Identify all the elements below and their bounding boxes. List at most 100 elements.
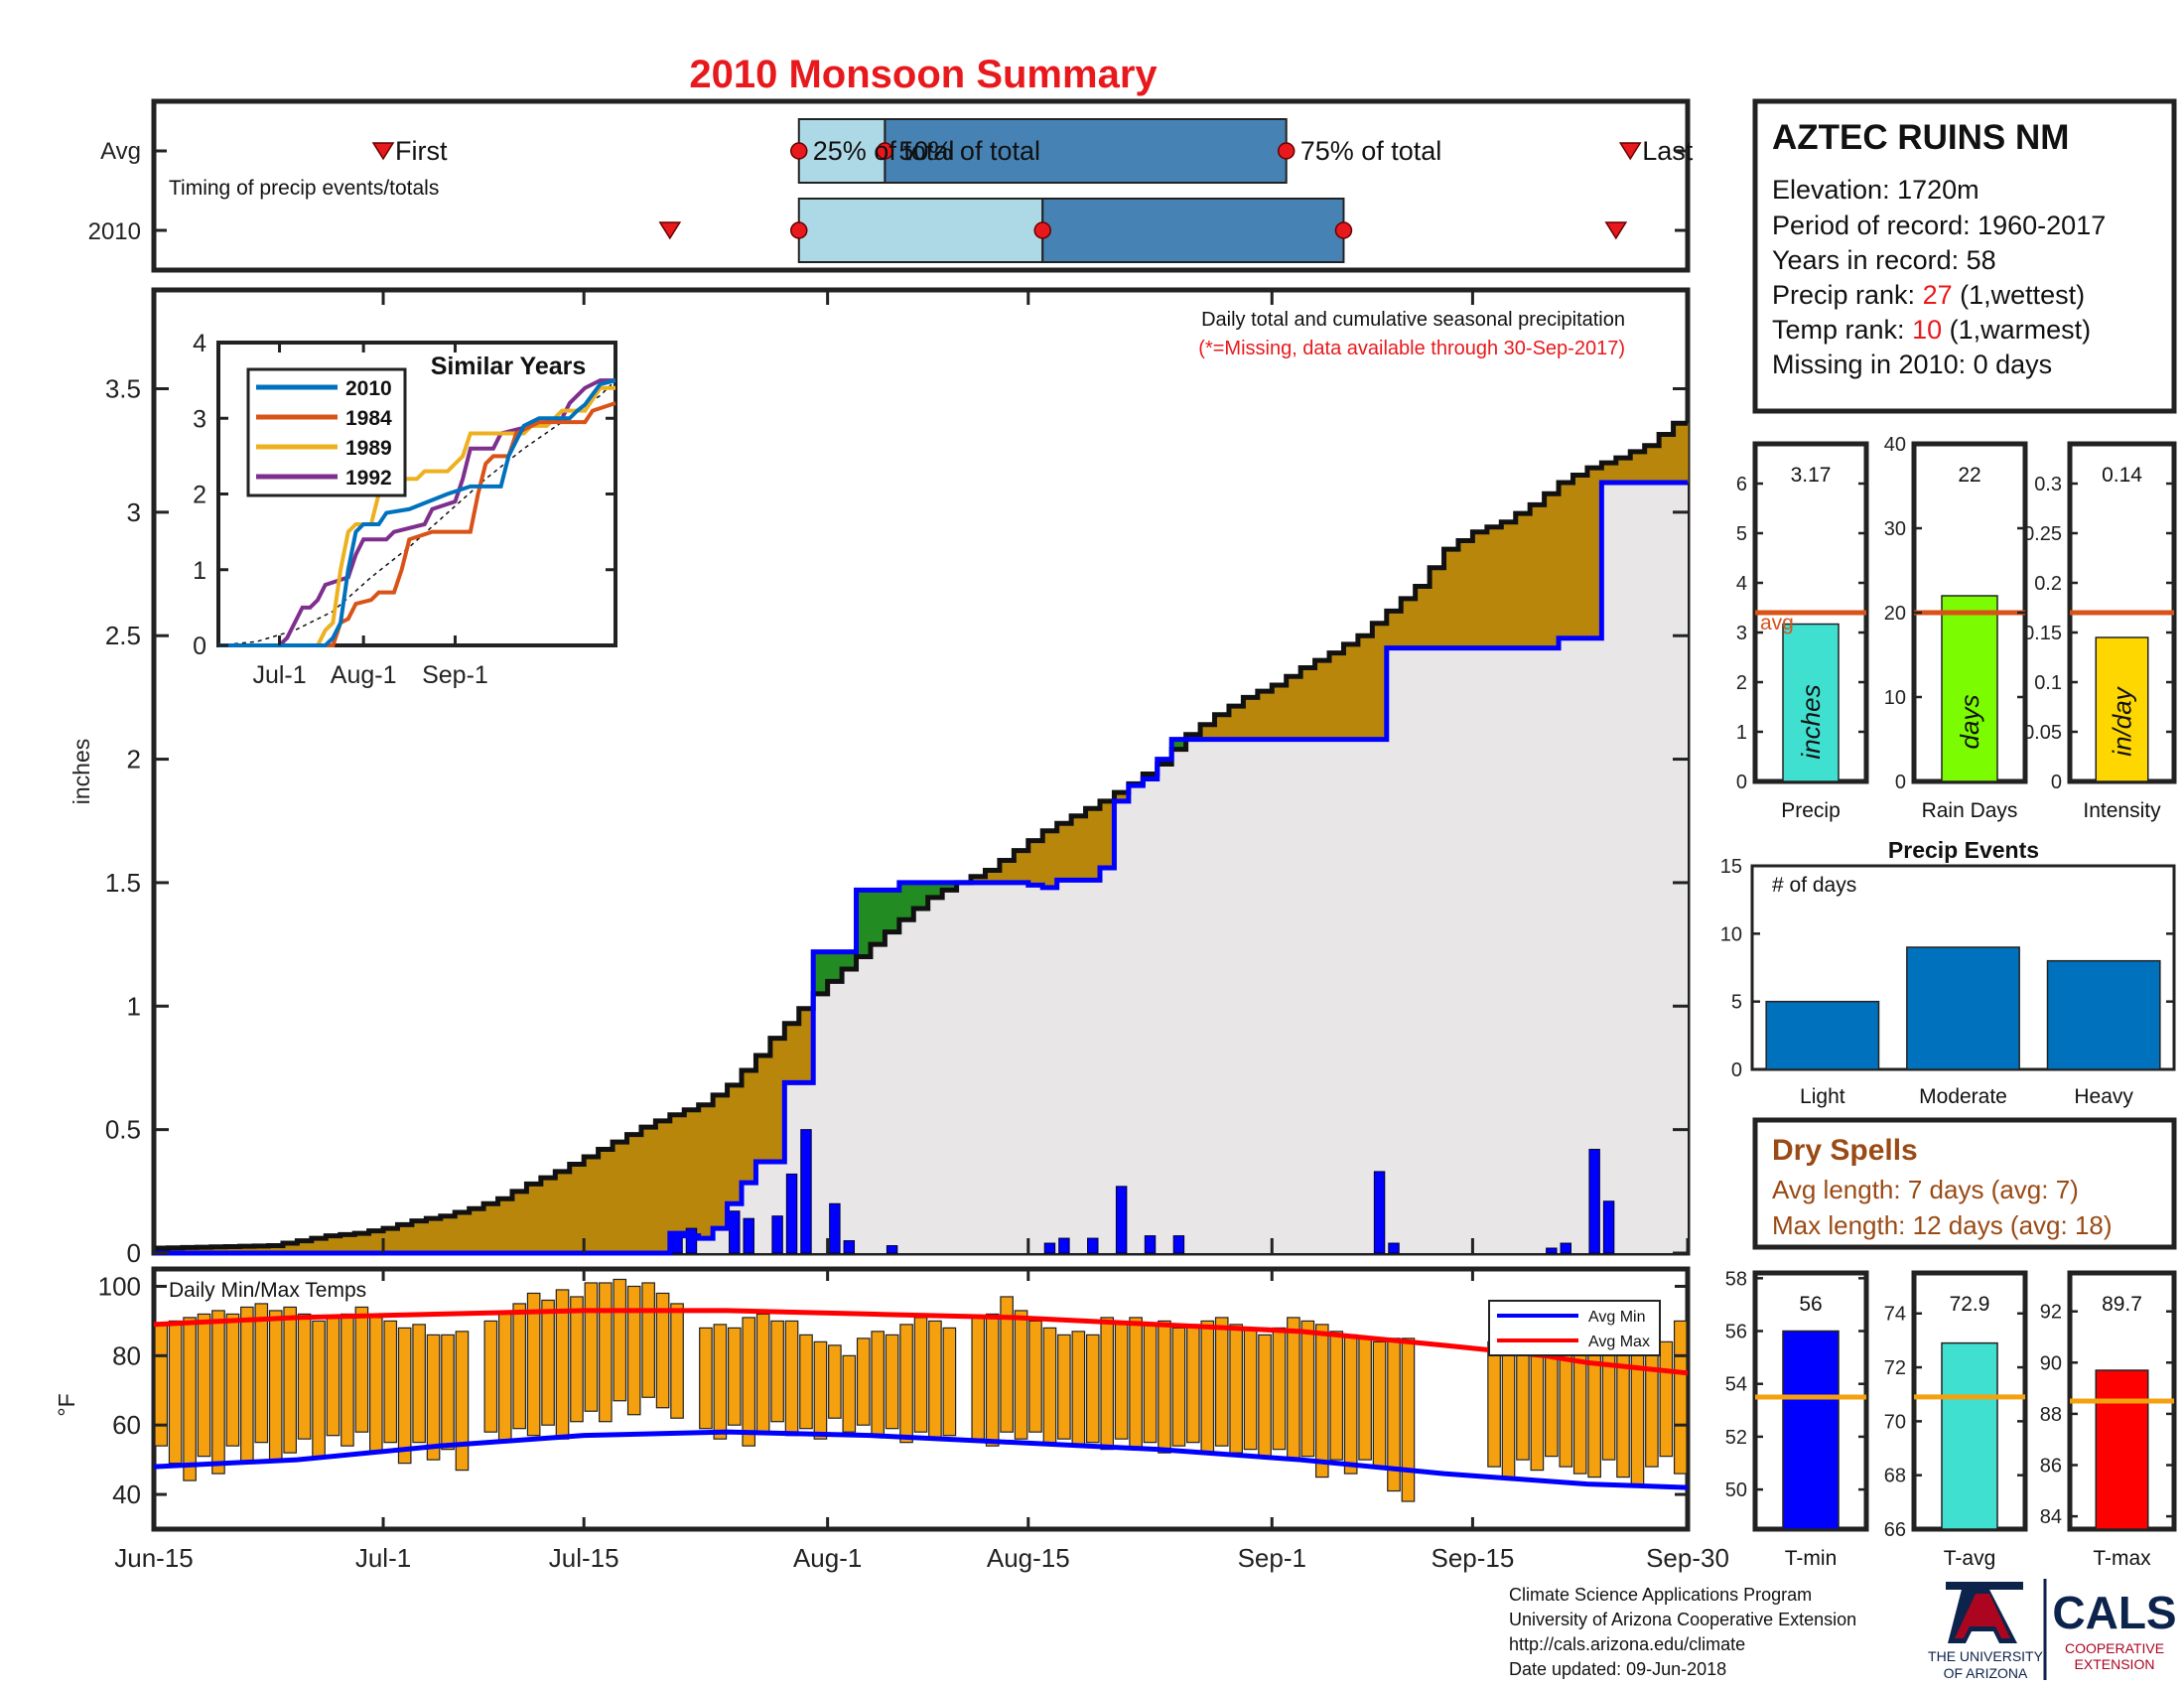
below-normal-fill [326,1235,341,1253]
xtick-label: Sep-30 [1646,1543,1729,1573]
mini-ytick-label-mini_precip: 3 [1736,623,1747,644]
similar-years-inset: 0 1 2 3 4 Jul-1 Aug-1 Sep-1 Similar Years 2010 1… [193,330,617,689]
below-normal-fill [1114,792,1130,801]
below-normal-fill [784,1023,800,1083]
daily-temp-bar [899,1324,913,1444]
inset-legend-label-1984: 1984 [345,407,392,430]
below-normal-fill [1515,513,1531,648]
mini-ytick-label-mini_precip: 1 [1736,722,1747,744]
below-normal-fill [1415,586,1431,648]
below-normal-fill [483,1203,499,1253]
station-missing: Missing in 2010: 0 days [1772,350,2052,379]
inset-ytick-label: 1 [193,557,206,585]
below-normal-fill [282,1243,298,1253]
daily-temp-bar [699,1327,713,1430]
precip-events-panel: Precip Events # of days Light Moderate Hea… [1720,837,2176,1108]
below-normal-fill [1042,830,1058,888]
event-label-moderate: Moderate [1919,1085,2007,1108]
below-normal-fill [1430,567,1445,648]
daily-temp-bar [913,1317,928,1433]
inset-ytick-label: 2 [193,482,206,509]
below-normal-fill [340,1234,355,1253]
inset-legend: 2010 1984 1989 1992 [246,367,407,497]
station-info: AZTEC RUINS NM Elevation: 1720m Period o… [1752,98,2177,414]
footer: Climate Science Applications Program Uni… [1509,1585,1856,1679]
below-normal-fill [1615,458,1631,483]
mini-panel-mini_days: 22 0 10 20 30 40 days Rain Days [1884,434,2028,822]
daily-temp-bar [727,1327,742,1426]
daily-precip-bar [1172,1235,1185,1254]
above-normal-fill [885,890,900,932]
daily-precip-bar [1588,1149,1600,1254]
daily-precip-bar [1560,1242,1571,1254]
timing-marker-first-avg [371,142,395,161]
daily-precip-bar [1144,1235,1157,1254]
below-normal-fill [254,1245,270,1253]
daily-temp-bar [985,1313,1000,1447]
daily-temp-bar [341,1313,354,1447]
daily-temp-bar [412,1324,426,1444]
below-normal-fill [455,1211,471,1253]
cals-logo: CALS COOPERATIVE EXTENSION [2052,1587,2176,1672]
mini-ytick-label-tavg: 68 [1884,1466,1906,1487]
daily-temp-bar [1085,1334,1100,1444]
mini-panel-tmax: 89.7 84 86 88 90 92 T-max [2040,1270,2177,1570]
temp-ytick-label: 100 [98,1271,141,1301]
below-normal-fill [1572,475,1588,638]
events-ytick-label: 5 [1731,992,1742,1014]
daily-temp-bar [1243,1327,1258,1451]
daily-precip-bar [1087,1237,1099,1254]
inset-legend-label-1989: 1989 [345,437,392,460]
daily-temp-bar [784,1320,799,1437]
mini-caption-tavg: T-avg [1944,1547,1996,1570]
mini-ytick-label-mini_precip: 2 [1736,672,1747,694]
temp-ytick-label: 80 [112,1340,141,1370]
timing-row-label-2010: 2010 [88,218,141,245]
above-normal-fill [842,951,858,969]
daily-temp-bar [928,1320,942,1440]
mini-caption-tmin: T-min [1785,1547,1838,1570]
ua-logo: THE UNIVERSITY OF ARIZONA [1928,1582,2044,1681]
daily-temp-bar [1186,1324,1200,1444]
daily-precip-bar [729,1210,741,1254]
daily-temp-bar [1659,1340,1674,1458]
station-precip-rank: Precip rank: 27 (1,wettest) [1772,280,2085,310]
below-normal-fill [755,1055,771,1162]
daily-temp-bar [197,1313,211,1458]
mini-ytick-label-mini_days: 30 [1884,518,1906,540]
daily-temp-bar [397,1327,412,1465]
daily-temp-bar [168,1320,183,1465]
daily-temp-bar [799,1334,813,1430]
temp-rank-label: Temp rank: [1772,315,1912,345]
daily-temp-bar [455,1331,470,1472]
timing-label-p25: 25% of total [813,136,955,166]
inset-legend-label-1992: 1992 [345,467,392,490]
daily-temp-bar [1287,1317,1300,1461]
inset-ytick-label: 3 [193,405,206,433]
xtick-label: Jul-1 [355,1543,411,1573]
mini-ytick-label-mini_intensity: 0.2 [2034,573,2062,595]
figure-title: 2010 Monsoon Summary [689,53,1158,96]
daily-temp-bar [1057,1334,1071,1440]
daily-temp-bar [183,1317,197,1481]
below-normal-fill [354,1233,370,1253]
temp-panel: 40 60 80 100 Daily Min/Max Temps °F Avg Min… [54,1266,1691,1532]
mini-panel-mini_intensity: 0.14 0 0.05 0.1 0.15 0.2 0.25 0.3 in/day Intensit… [2023,441,2177,822]
below-normal-fill [1343,643,1359,740]
below-normal-fill [297,1240,313,1253]
inset-legend-label-2010: 2010 [345,377,392,400]
below-normal-fill [613,1142,628,1253]
precip-rank-label: Precip rank: [1772,280,1923,310]
timing-marker-last-avg [1618,142,1642,161]
below-normal-fill [311,1238,327,1253]
mini-value-mini_precip: 3.17 [1791,464,1832,487]
below-normal-fill [1099,800,1116,868]
daily-temp-bar [441,1334,455,1451]
inset-xtick-label: Aug-1 [331,661,397,689]
below-normal-fill [598,1149,614,1253]
below-normal-fill [182,1247,198,1253]
below-normal-fill [1586,468,1602,638]
daily-precip-bar [1043,1242,1056,1254]
below-normal-fill [197,1247,212,1253]
